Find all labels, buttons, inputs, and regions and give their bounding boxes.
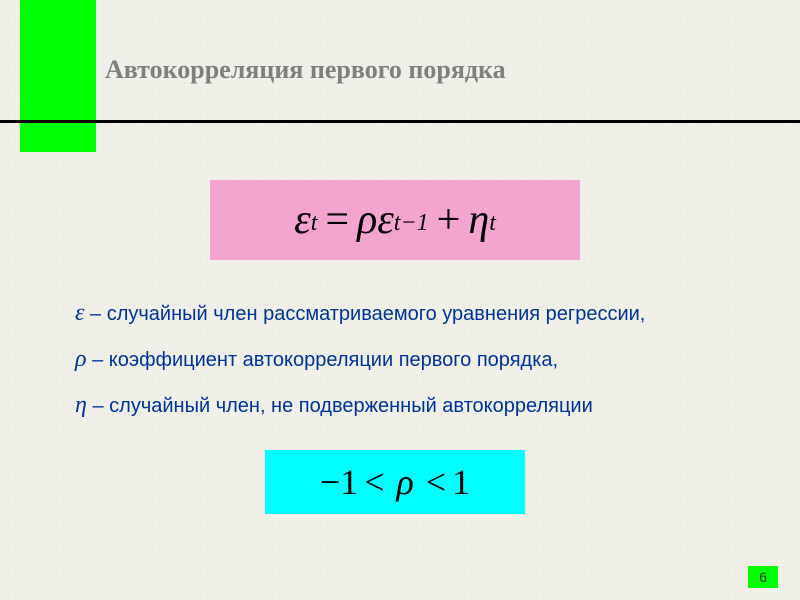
def-sym-1: ε (75, 300, 84, 326)
formula-sub-t1: t−1 (394, 210, 429, 237)
definitions: ε – случайный член рассматриваемого урав… (75, 298, 755, 437)
formula-eps: ε (294, 196, 311, 244)
page-number: 6 (748, 566, 778, 588)
range-minus-one: −1 (320, 461, 358, 503)
def-line-2: ρ – коэффициент автокорреляции первого п… (75, 344, 755, 375)
def-sym-3: η (75, 392, 87, 418)
formula-rho-eps: ρε (357, 196, 394, 244)
def-line-3: η – случайный член, не подверженный авто… (75, 390, 755, 421)
formula-plus: + (437, 196, 461, 244)
range-lt2: < (426, 461, 446, 503)
def-text-2: коэффициент автокорреляции первого поряд… (109, 349, 558, 371)
formula-eta: η (468, 196, 489, 244)
formula-eq: = (325, 196, 349, 244)
divider (0, 120, 800, 123)
def-sym-2: ρ (75, 346, 87, 372)
range-one: 1 (452, 461, 470, 503)
def-dash-1: – (90, 303, 107, 325)
formula-sub-t: t (311, 210, 318, 237)
def-dash-2: – (92, 349, 109, 371)
range-lt1: < (364, 461, 384, 503)
def-line-1: ε – случайный член рассматриваемого урав… (75, 298, 755, 329)
accent-box (20, 0, 96, 152)
def-text-1: случайный член рассматриваемого уравнени… (107, 303, 646, 325)
formula-sub-t2: t (489, 210, 496, 237)
def-text-3: случайный член, не подверженный автокорр… (109, 395, 593, 417)
range-rho: ρ (397, 461, 414, 503)
range-formula: −1 < ρ < 1 (265, 450, 525, 514)
main-formula: εt = ρεt−1 + ηt (210, 180, 580, 260)
page-title: Автокорреляция первого порядка (105, 55, 506, 85)
def-dash-3: – (92, 395, 109, 417)
